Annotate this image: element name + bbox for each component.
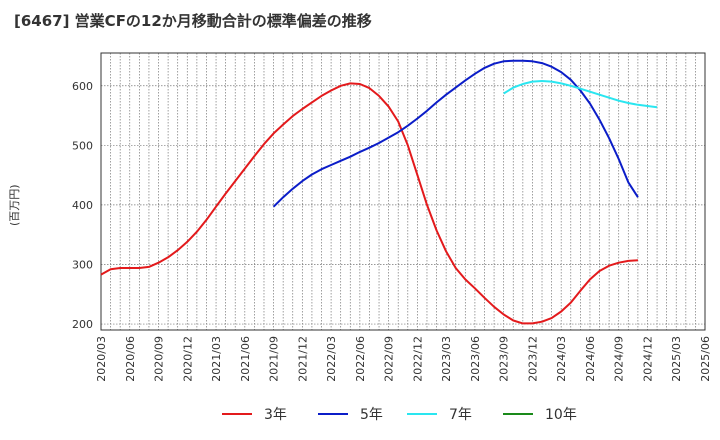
x-tick-label: 2022/09 bbox=[383, 336, 396, 382]
x-tick-label: 2021/03 bbox=[210, 336, 223, 382]
series-line-1 bbox=[100, 82, 638, 325]
x-tick-label: 2024/12 bbox=[641, 336, 654, 382]
chart-title: [6467] 営業CFの12か月移動合計の標準偏差の推移 bbox=[14, 12, 372, 30]
y-tick-label: 500 bbox=[72, 139, 93, 152]
x-tick-label: 2020/06 bbox=[124, 336, 137, 382]
x-tick-label: 2020/12 bbox=[181, 336, 194, 382]
series-line-3 bbox=[503, 80, 658, 109]
x-tick-label: 2023/03 bbox=[440, 336, 453, 382]
x-tick-label: 2022/06 bbox=[354, 336, 367, 382]
y-tick-label: 400 bbox=[72, 199, 93, 212]
series-layer bbox=[100, 59, 658, 325]
series-line-2 bbox=[272, 59, 639, 208]
x-tick-label: 2021/12 bbox=[296, 336, 309, 382]
x-tick-label: 2022/12 bbox=[411, 336, 424, 382]
legend: 3年 5年 7年 10年 bbox=[222, 407, 577, 423]
legend-label: 3年 bbox=[264, 407, 287, 423]
x-tick-label: 2020/03 bbox=[95, 336, 108, 382]
x-tick-label: 2020/09 bbox=[153, 336, 166, 382]
grid-lines bbox=[100, 53, 706, 330]
x-axis-ticks: 2020/03 2020/06 2020/09 2020/12 2021/03 2021/… bbox=[95, 336, 712, 382]
x-tick-label: 2024/06 bbox=[584, 336, 597, 382]
x-tick-label: 2023/06 bbox=[469, 336, 482, 382]
x-tick-label: 2023/12 bbox=[526, 336, 539, 382]
plot-area-frame bbox=[100, 52, 706, 331]
legend-label: 7年 bbox=[449, 407, 472, 423]
x-tick-label: 2022/03 bbox=[325, 336, 338, 382]
x-tick-label: 2024/09 bbox=[613, 336, 626, 382]
x-tick-label: 2025/06 bbox=[699, 336, 712, 382]
x-tick-label: 2021/09 bbox=[268, 336, 281, 382]
x-tick-label: 2021/06 bbox=[239, 336, 252, 382]
y-tick-label: 600 bbox=[72, 80, 93, 93]
legend-label: 10年 bbox=[545, 407, 577, 423]
y-axis-ticks: 200 300 400 500 600 bbox=[72, 80, 93, 331]
y-tick-label: 300 bbox=[72, 258, 93, 271]
y-tick-label: 200 bbox=[72, 318, 93, 331]
x-tick-label: 2023/09 bbox=[498, 336, 511, 382]
x-tick-label: 2024/03 bbox=[555, 336, 568, 382]
legend-label: 5年 bbox=[360, 407, 383, 423]
x-tick-label: 2025/03 bbox=[670, 336, 683, 382]
